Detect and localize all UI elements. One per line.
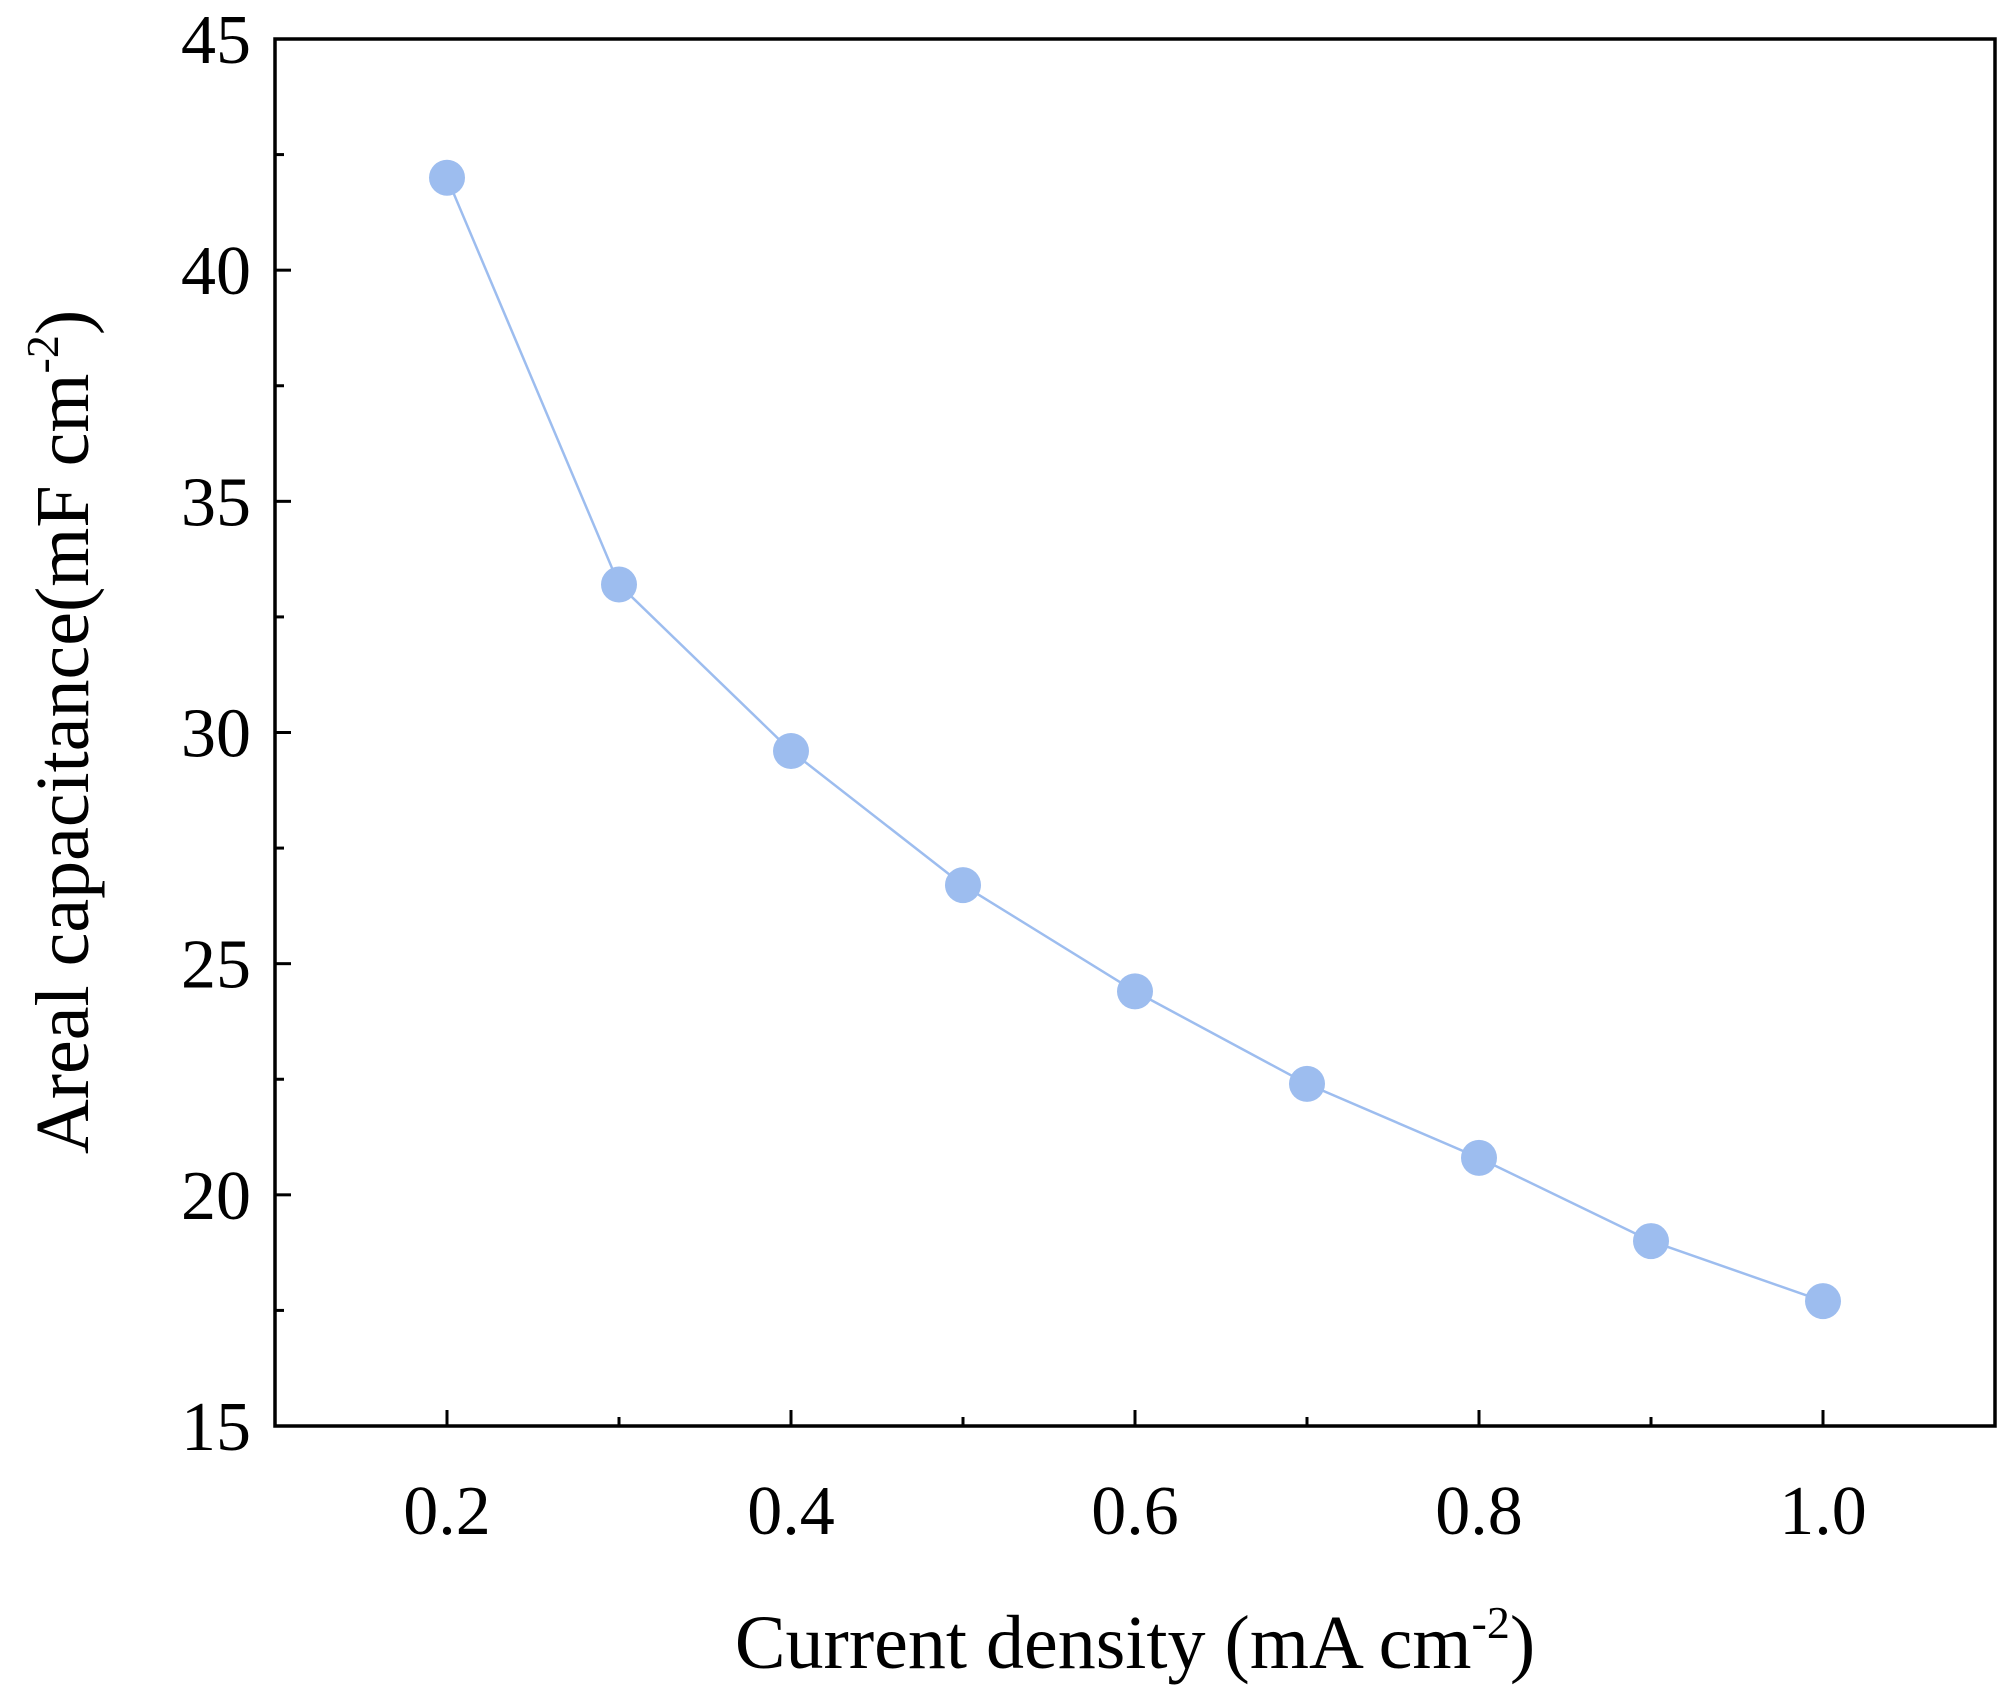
data-point [1461,1139,1497,1176]
y-axis-title-sup: -2 [17,335,68,373]
plot-frame [273,37,1997,1428]
y-tick-label: 25 [181,927,251,1004]
y-axis-title: Areal capacitance(mF cm-2) [17,310,105,1154]
y-axis-title-text: Areal capacitance(mF cm [21,373,105,1154]
series-layer [429,159,1841,1320]
x-axis-title-sup: -2 [1472,1597,1510,1648]
x-axis-title: Current density (mA cm-2) [735,1597,1535,1685]
y-tick-label: 40 [181,233,251,310]
data-point [1633,1223,1669,1260]
y-axis: 15 20 25 30 35 40 45 [181,2,291,1466]
data-point [1289,1065,1325,1102]
y-tick-label: 45 [181,2,251,79]
x-tick-label: 0.8 [1435,1473,1523,1550]
data-point [429,159,465,196]
data-point [1805,1283,1841,1320]
y-tick-label: 35 [181,464,251,541]
x-axis-title-close: ) [1510,1601,1535,1685]
data-point [601,566,637,603]
x-tick-label: 0.6 [1091,1473,1179,1550]
x-tick-label: 1.0 [1779,1473,1867,1550]
x-axis-title-text: Current density (mA cm [735,1601,1472,1685]
y-tick-label: 30 [181,696,251,773]
data-point [945,867,981,904]
data-point [1117,973,1153,1010]
y-tick-label: 20 [181,1158,251,1235]
data-point [773,732,809,769]
x-tick-label: 0.4 [747,1473,835,1550]
x-axis: 0.2 0.4 0.6 0.8 1.0 [403,1410,1867,1550]
y-axis-title-close: ) [21,310,105,335]
x-tick-label: 0.2 [403,1473,491,1550]
y-tick-label: 15 [181,1389,251,1466]
series-line [445,177,1824,1303]
